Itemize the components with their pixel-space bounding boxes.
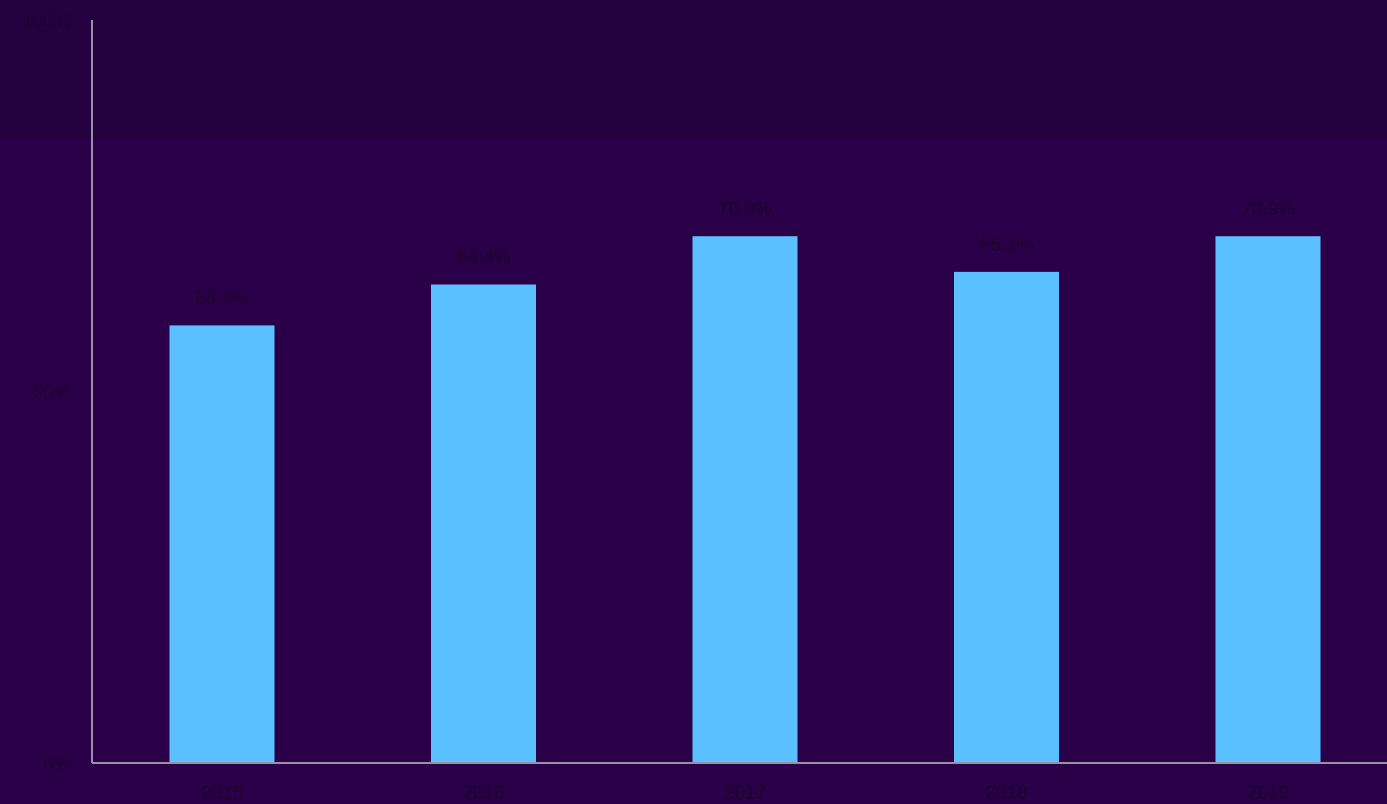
- axes-group: [91, 20, 1387, 764]
- x-tick-label-2016: 2016: [462, 783, 504, 804]
- data-label-2018: 66.1%: [980, 235, 1034, 256]
- bar-2015: [169, 325, 275, 763]
- x-tick-label-2018: 2018: [985, 783, 1027, 804]
- data-label-2017: 70.9%: [718, 199, 772, 220]
- x-tick-label-2015: 2015: [201, 783, 243, 804]
- y-tick-label-0: 0%: [44, 754, 72, 775]
- y-tick-label-50: 50%: [33, 383, 71, 404]
- data-label-2016: 64.4%: [457, 248, 511, 269]
- bar-2016: [431, 284, 536, 763]
- data-label-2015: 58.9%: [195, 288, 249, 309]
- bar-2017: [692, 236, 798, 763]
- bar-2019: [1215, 236, 1321, 763]
- bars-group: [169, 236, 1321, 763]
- tick-labels-group: 2015 2016 2017 2018 2019 0% 50% 100%: [22, 11, 1289, 804]
- data-label-2019: 70.9%: [1241, 199, 1295, 220]
- x-tick-label-2017: 2017: [724, 783, 766, 804]
- x-tick-label-2019: 2019: [1247, 783, 1289, 804]
- y-tick-label-100: 100%: [22, 11, 71, 32]
- bar-2018: [954, 271, 1059, 763]
- data-labels-group: 58.9% 64.4% 70.9% 66.1% 70.9%: [195, 199, 1295, 309]
- background-band: [0, 0, 1387, 140]
